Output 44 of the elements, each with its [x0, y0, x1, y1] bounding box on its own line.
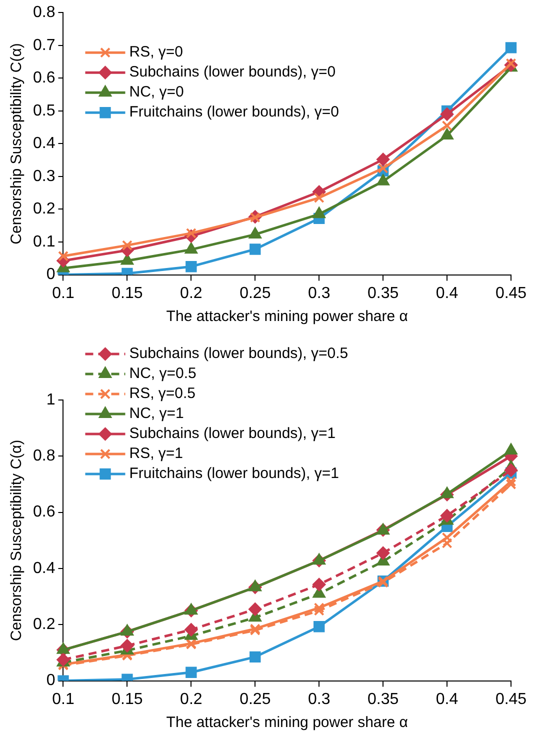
- x-tick-label: 0.25: [240, 284, 271, 302]
- y-tick-label: 1: [46, 391, 56, 408]
- legend-label: NC, γ=0.5: [129, 365, 196, 382]
- y-tick-label: 0.1: [32, 233, 56, 250]
- y-tick-label: 0.8: [32, 4, 56, 22]
- legend-label: RS, γ=0.5: [129, 385, 196, 402]
- x-tick-label: 0.25: [240, 690, 271, 708]
- y-tick-label: 0.5: [32, 102, 56, 120]
- x-tick-label: 0.35: [368, 690, 399, 708]
- y-tick-label: 0.2: [32, 616, 56, 634]
- legend-label: NC, γ=1: [129, 405, 184, 422]
- x-tick-label: 0.2: [180, 690, 202, 708]
- x-axis-title: The attacker's mining power share α: [166, 308, 408, 326]
- y-axis-title: Censorship Susceptibility C(α): [8, 43, 26, 244]
- x-tick-label: 0.15: [112, 284, 143, 302]
- legend-label: RS, γ=0: [129, 44, 184, 61]
- y-tick-label: 0: [46, 672, 56, 690]
- legend-label: Subchains (lower bounds), γ=1: [129, 425, 336, 442]
- y-axis-title: Censorship Susceptibility C(α): [8, 440, 26, 642]
- y-tick-label: 0.6: [32, 70, 56, 87]
- x-tick-label: 0.2: [180, 284, 202, 302]
- x-tick-label: 0.4: [436, 284, 458, 302]
- y-tick-label: 0.7: [32, 36, 56, 54]
- x-axis-title: The attacker's mining power share α: [166, 714, 408, 732]
- legend-label: NC, γ=0: [129, 84, 184, 101]
- y-tick-label: 0: [46, 266, 56, 284]
- y-tick-label: 0.6: [32, 504, 56, 521]
- x-tick-label: 0.35: [368, 284, 399, 302]
- legend-label: Subchains (lower bounds), γ=0: [129, 64, 336, 81]
- x-tick-label: 0.3: [308, 690, 330, 708]
- x-tick-label: 0.45: [495, 284, 527, 302]
- legend-label: RS, γ=1: [129, 445, 184, 462]
- y-tick-label: 0.3: [32, 168, 56, 185]
- legend-label: Fruitchains (lower bounds), γ=0: [129, 104, 339, 121]
- legend-label: Fruitchains (lower bounds), γ=1: [129, 465, 339, 482]
- legend-label: Subchains (lower bounds), γ=0.5: [129, 345, 348, 362]
- y-tick-label: 0.4: [32, 560, 56, 577]
- x-tick-label: 0.15: [112, 690, 143, 708]
- y-tick-label: 0.4: [32, 135, 56, 152]
- x-tick-label: 0.45: [495, 690, 527, 708]
- x-tick-label: 0.4: [436, 690, 458, 708]
- y-tick-label: 0.2: [32, 200, 56, 218]
- y-tick-label: 0.8: [32, 448, 56, 465]
- x-tick-label: 0.3: [308, 284, 330, 302]
